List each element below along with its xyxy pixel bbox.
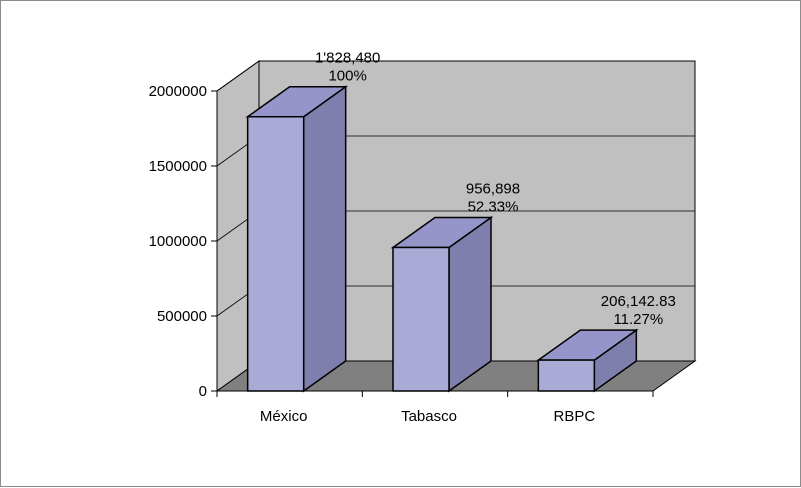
data-label-percent-1: 52.33% [468, 198, 519, 215]
y-tick-label-4: 2000000 [149, 83, 207, 100]
x-tick-label-2: RBPC [553, 408, 595, 425]
bar-m-xico [245, 85, 349, 393]
y-tick-label-0: 0 [199, 383, 207, 400]
gridline-4 [216, 60, 695, 92]
y-axis-tick-labels: 0 500000 1000000 1500000 2000000 [149, 83, 207, 400]
bar-front [246, 115, 305, 392]
x-tick-label-1: Tabasco [401, 408, 457, 425]
y-tick-label-3: 1500000 [149, 158, 207, 175]
y-tick-label-1: 500000 [157, 308, 207, 325]
x-tick-label-0: México [260, 408, 308, 425]
data-label-value-0: 1'828,480 [315, 50, 380, 67]
data-label-percent-2: 11.27% [613, 311, 663, 328]
data-label-percent-0: 100% [328, 68, 366, 85]
bar-side [302, 85, 347, 393]
y-tick-label-2: 1000000 [149, 233, 207, 250]
bars [245, 85, 639, 393]
bar-rbpc [535, 328, 639, 393]
data-label-value-1: 956,898 [466, 180, 520, 197]
data-label-value-2: 206,142.83 [601, 293, 676, 310]
bar-front [537, 359, 596, 392]
bar-tabasco [390, 216, 494, 393]
bar-front [392, 246, 450, 392]
x-axis-tick-labels: México Tabasco RBPC [260, 408, 595, 425]
